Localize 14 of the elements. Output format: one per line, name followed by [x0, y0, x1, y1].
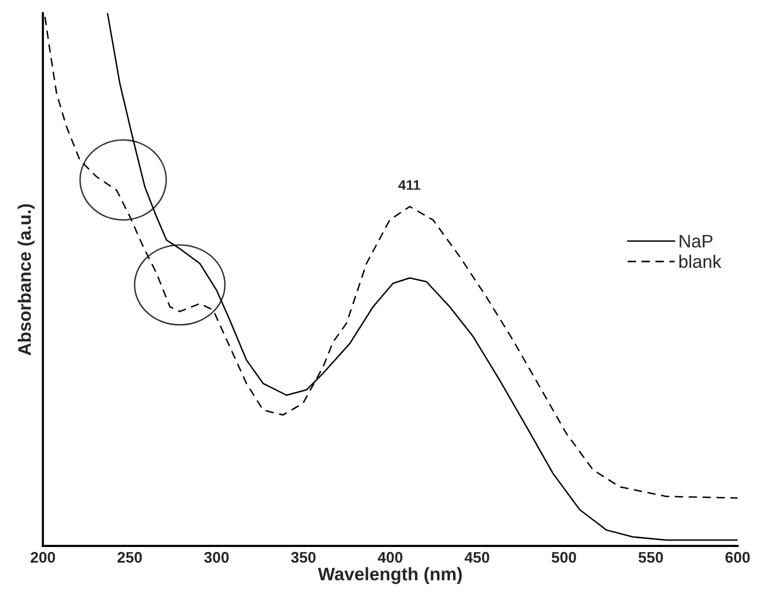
legend-label: NaP: [680, 234, 712, 248]
annotation: 411: [398, 180, 420, 190]
x-tick-label: 450: [464, 552, 490, 563]
legend-label: blank: [679, 254, 722, 268]
x-tick-label: 600: [725, 552, 750, 563]
y-axis-title: Absorbance (a.u.): [18, 204, 35, 356]
x-tick-label: 250: [118, 552, 142, 563]
x-tick-label: 400: [378, 552, 402, 563]
x-axis-title: Wavelength (nm): [318, 567, 462, 584]
x-tick-label: 500: [552, 552, 576, 563]
x-tick-label: 200: [30, 552, 56, 563]
x-tick-label: 300: [204, 552, 229, 563]
x-tick-label: 350: [291, 552, 316, 563]
x-tick-label: 550: [638, 552, 663, 563]
